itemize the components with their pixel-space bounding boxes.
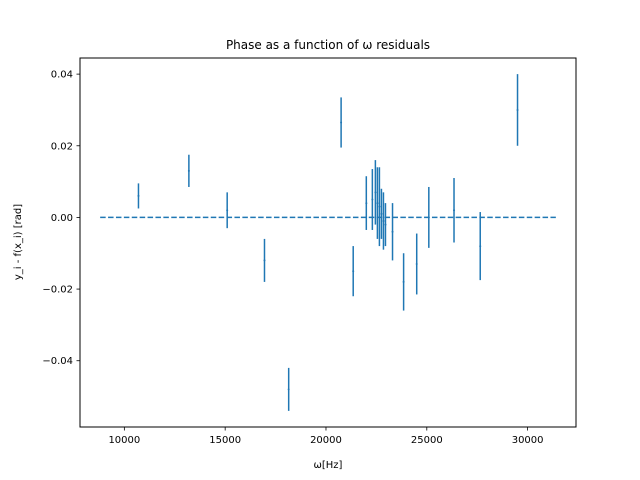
data-point bbox=[427, 216, 430, 219]
plot-area bbox=[100, 74, 556, 411]
data-point bbox=[378, 205, 381, 208]
data-point bbox=[365, 202, 368, 205]
x-axis-title: ω[Hz] bbox=[314, 460, 343, 471]
data-point bbox=[402, 280, 405, 283]
y-tick-label: 0.02 bbox=[51, 141, 73, 152]
data-point bbox=[391, 230, 394, 233]
axis-ticks: 10000 15000 20000 25000 30000 −0.04 −0.02 0.00 0… bbox=[42, 70, 543, 446]
y-axis-title: y_i - f(x_i) [rad] bbox=[13, 204, 24, 280]
y-tick-label: −0.04 bbox=[42, 356, 73, 367]
data-point bbox=[226, 209, 229, 212]
data-point bbox=[340, 121, 343, 124]
data-point bbox=[137, 194, 140, 197]
x-tick-label: 30000 bbox=[512, 435, 544, 446]
data-point bbox=[382, 220, 385, 223]
data-point bbox=[516, 108, 519, 111]
data-point bbox=[380, 212, 383, 215]
x-tick-label: 20000 bbox=[310, 435, 342, 446]
x-tick-label: 10000 bbox=[108, 435, 140, 446]
data-point bbox=[479, 245, 482, 248]
x-tick-label: 25000 bbox=[411, 435, 443, 446]
data-point bbox=[187, 169, 190, 172]
axes-frame bbox=[79, 57, 577, 428]
data-point bbox=[384, 223, 387, 226]
y-tick-label: 0.00 bbox=[51, 213, 73, 224]
data-point bbox=[371, 198, 374, 201]
y-tick-label: 0.04 bbox=[51, 70, 73, 81]
x-tick-label: 15000 bbox=[209, 435, 241, 446]
data-point bbox=[376, 202, 379, 205]
chart-title: Phase as a function of ω residuals bbox=[226, 38, 430, 52]
data-point bbox=[352, 270, 355, 273]
data-point bbox=[453, 209, 456, 212]
y-tick-label: −0.02 bbox=[42, 285, 73, 296]
data-point bbox=[263, 259, 266, 262]
data-point bbox=[415, 262, 418, 265]
data-point bbox=[374, 191, 377, 194]
data-point bbox=[287, 388, 290, 391]
